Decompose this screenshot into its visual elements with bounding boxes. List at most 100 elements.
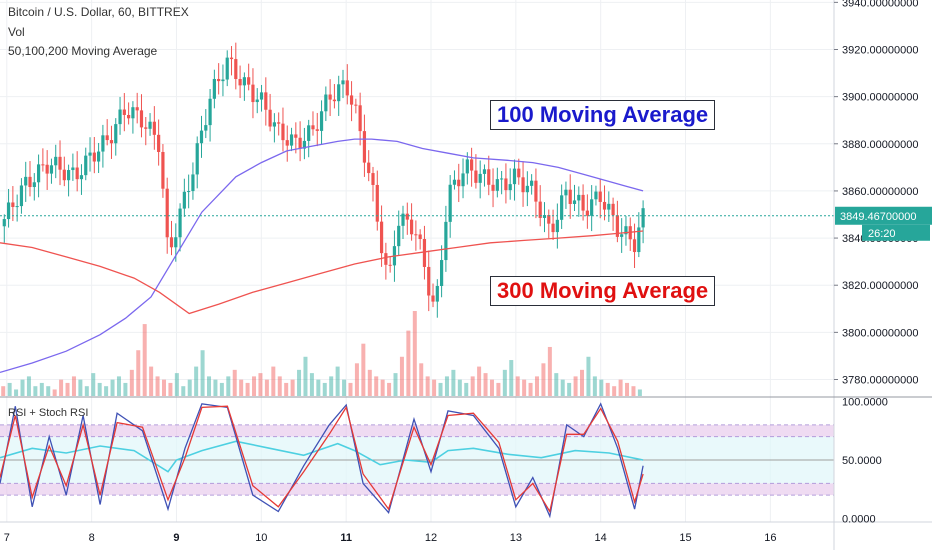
candle-body <box>452 179 457 185</box>
volume-bar <box>116 376 121 396</box>
volume-bar <box>129 369 134 396</box>
volume-bar <box>477 366 482 396</box>
volume-bar <box>123 382 128 396</box>
candle-body <box>414 234 418 236</box>
candle-body <box>620 234 624 237</box>
rsi-band <box>0 424 834 437</box>
rsi-pane-title: RSI + Stoch RSI <box>8 407 89 419</box>
price-tick-label: 3940.00000000 <box>842 0 918 9</box>
volume-bar <box>547 346 552 396</box>
volume-bar <box>71 376 76 396</box>
candle-body <box>6 202 11 220</box>
candle-body <box>358 105 362 132</box>
candle-body <box>204 125 208 131</box>
candle-body <box>285 140 289 146</box>
candle-body <box>594 191 598 200</box>
candle-body <box>427 266 431 296</box>
callout-300-moving-average: 300 Moving Average <box>490 276 716 306</box>
candle-body <box>169 237 174 248</box>
volume-bar <box>470 376 475 396</box>
candle-body <box>577 194 581 201</box>
volume-bar <box>496 382 501 396</box>
volume-bar <box>502 369 507 396</box>
volume-bar <box>245 382 250 396</box>
candle-body <box>268 109 272 127</box>
volume-bar <box>464 382 469 396</box>
volume-bar <box>586 356 591 396</box>
candle-body <box>572 200 577 204</box>
volume-bar <box>451 369 456 396</box>
volume-bar <box>367 369 372 396</box>
candle-body <box>388 264 392 266</box>
volume-bar <box>528 382 533 396</box>
candle-body <box>367 162 371 174</box>
candle-body <box>62 169 66 181</box>
candle-body <box>581 194 585 211</box>
price-tick-label: 3880.00000000 <box>842 139 918 151</box>
volume-bar <box>91 373 96 396</box>
candle-body <box>84 155 88 176</box>
volume-bar <box>14 389 19 396</box>
candle-body <box>508 184 512 191</box>
candle-body <box>568 189 572 204</box>
time-tick-label: 12 <box>425 532 437 544</box>
volume-bar <box>258 373 263 396</box>
candle-body <box>302 140 307 149</box>
candle-body <box>409 219 414 235</box>
candle-body <box>135 107 139 111</box>
candle-body <box>362 131 367 163</box>
volume-bar <box>239 379 244 396</box>
volume-bar <box>322 382 327 396</box>
candle-body <box>191 174 195 192</box>
candle-body <box>457 179 461 187</box>
candle-body <box>418 234 422 240</box>
volume-bar <box>515 376 520 396</box>
candle-body <box>431 295 435 302</box>
candle-body <box>118 109 122 125</box>
volume-bar <box>522 379 527 396</box>
volume-bar <box>110 379 115 396</box>
candle-body <box>332 99 337 102</box>
candle-body <box>101 135 105 152</box>
candle-body <box>375 184 379 222</box>
volume-bar <box>560 379 565 396</box>
volume-bar <box>618 379 623 396</box>
candle-body <box>92 152 96 162</box>
candle-body <box>547 215 551 224</box>
volume-bar <box>200 350 205 396</box>
candle-body <box>307 125 311 141</box>
volume-bar <box>631 386 636 396</box>
volume-bar <box>226 376 231 396</box>
candle-body <box>54 156 58 166</box>
volume-bar <box>309 373 314 396</box>
volume-bar <box>393 373 398 396</box>
candle-body <box>525 185 529 193</box>
candle-body <box>542 215 547 218</box>
volume-bar <box>136 350 141 396</box>
volume-bar <box>406 330 411 396</box>
volume-bar <box>637 389 642 396</box>
volume-bar <box>625 382 630 396</box>
price-tick-label: 3900.00000000 <box>842 92 918 104</box>
candle-body <box>337 84 341 102</box>
volume-bar <box>354 363 359 396</box>
candle-body <box>178 208 182 238</box>
price-tick-label: 3800.00000000 <box>842 327 918 339</box>
volume-bar <box>78 379 83 396</box>
time-tick-label: 9 <box>173 532 179 544</box>
volume-bar <box>20 379 25 396</box>
volume-bar <box>438 382 443 396</box>
candle-body <box>247 77 251 85</box>
volume-bar <box>573 376 578 396</box>
candle-body <box>49 165 54 174</box>
candle-body <box>32 182 36 188</box>
rsi-line <box>0 440 644 473</box>
candle-body <box>611 203 615 216</box>
candle-body <box>632 239 637 253</box>
volume-bar <box>174 373 179 396</box>
candle-body <box>234 59 238 80</box>
volume-bar <box>303 356 308 396</box>
candle-body <box>298 137 302 149</box>
candle-body <box>461 173 465 187</box>
